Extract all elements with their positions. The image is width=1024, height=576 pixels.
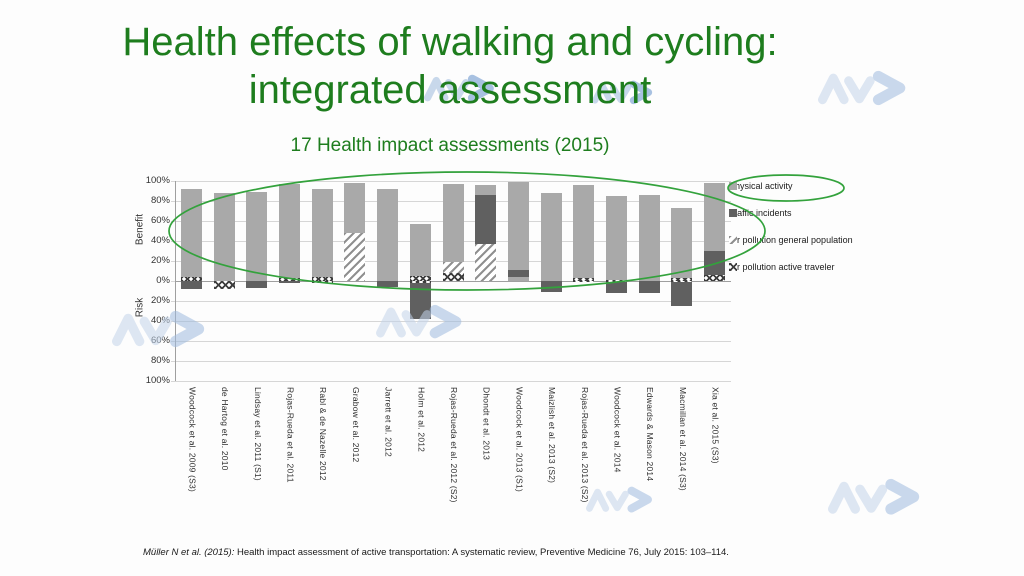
x-axis-study-label: Woodcock et al. 2014 <box>612 387 623 473</box>
y-axis-tick-label: 80% <box>150 355 170 366</box>
y-axis-tick-label: 40% <box>150 235 170 246</box>
bar-segment-ap_act <box>311 281 333 283</box>
bar-segment-ap_gen <box>475 244 497 281</box>
legend-item-ti: Traffic incidents <box>729 208 792 218</box>
slide-title-line2: integrated assessment <box>248 68 652 112</box>
bar-segment-pa <box>213 193 235 281</box>
bar-segment-ap_gen <box>344 233 366 281</box>
y-axis-tick-label: 60% <box>150 335 170 346</box>
bar-segment-pa <box>540 193 562 281</box>
bar-segment-pa <box>507 277 529 281</box>
bar-segment-pa <box>573 185 595 278</box>
bar-segment-ti <box>180 281 202 289</box>
slide-title-line1: Health effects of walking and cycling: <box>122 20 778 64</box>
legend-swatch-ti <box>729 209 737 217</box>
bar-segment-ap_act <box>573 281 595 282</box>
bar-segment-pa <box>606 196 628 280</box>
legend-label: Physical activity <box>729 181 793 191</box>
x-axis-study-label: Edwards & Mason 2014 <box>645 387 656 482</box>
bar-segment-pa <box>278 184 300 278</box>
gridline <box>175 361 731 362</box>
gridline <box>175 381 731 382</box>
bar-segment-ap_act <box>442 273 464 281</box>
y-axis-tick-label: 100% <box>145 375 170 386</box>
bar-segment-pa <box>246 192 268 281</box>
x-axis-study-label: Macmillan et al. 2014 (S3) <box>677 387 688 491</box>
legend-label: Traffic incidents <box>729 208 792 218</box>
bar-segment-ti <box>638 281 660 293</box>
x-axis-study-label: Xia et al. 2015 (S3) <box>710 387 721 464</box>
bar-segment-pa <box>704 183 726 251</box>
axis-tick-mark <box>171 301 175 302</box>
y-axis-tick-label: 20% <box>150 295 170 306</box>
bar-segment-pa <box>311 189 333 277</box>
legend-swatch-ap_act <box>729 263 737 271</box>
bar-segment-pa <box>344 183 366 233</box>
bar-segment-ap_act <box>213 281 235 289</box>
legend-item-ap_gen: Air pollution general population <box>729 235 853 245</box>
chart-title: 17 Health impact assessments (2015) <box>290 135 610 156</box>
x-axis-study-label: Maizlish et al. 2013 (S2) <box>547 387 558 484</box>
x-axis-study-label: Rojas-Rueda et al. 2011 <box>285 387 296 483</box>
x-axis-study-label: Holm et al. 2012 <box>416 387 427 453</box>
risk-axis-label: Risk <box>134 297 146 318</box>
legend-item-pa: Physical activity <box>729 181 793 191</box>
bar-segment-pa <box>409 224 431 276</box>
bar-segment-pa <box>671 208 693 278</box>
bar-segment-ap_act <box>704 275 726 281</box>
bar-segment-ti <box>671 282 693 306</box>
y-axis-tick-label: 20% <box>150 255 170 266</box>
x-axis-study-label: Jarrett et al. 2012 <box>383 387 394 457</box>
legend-label: Air pollution active traveler <box>729 262 835 272</box>
bar-segment-ti <box>540 281 562 292</box>
bar-segment-ti <box>475 195 497 244</box>
bar-segment-pa <box>475 185 497 195</box>
bar-segment-ti <box>377 281 399 287</box>
legend-item-ap_act: Air pollution active traveler <box>729 262 835 272</box>
x-axis-study-label: Rabl & de Nazelle 2012 <box>318 387 329 481</box>
x-axis-study-label: Rojas-Rueda et al. 2013 (S2) <box>579 387 590 503</box>
x-axis-study-label: Dhondt et al. 2013 <box>481 387 492 461</box>
bar-segment-pa <box>638 195 660 281</box>
legend-label: Air pollution general population <box>729 235 853 245</box>
x-axis-study-label: de Hartog et al. 2010 <box>220 387 231 471</box>
bar-segment-pa <box>377 189 399 281</box>
y-axis-line <box>175 181 176 381</box>
bar-segment-ap_gen <box>442 262 464 273</box>
x-axis-study-label: Lindsay et al. 2011 (S1) <box>252 387 263 481</box>
y-axis-tick-label: 80% <box>150 195 170 206</box>
gridline <box>175 321 731 322</box>
x-axis-study-label: Rojas-Rueda et al. 2012 (S2) <box>449 387 459 503</box>
gridline <box>175 181 731 182</box>
y-axis-tick-label: 100% <box>145 175 170 186</box>
footer-citation: Müller N et al. (2015): Health impact as… <box>143 547 729 558</box>
bar-segment-ti <box>704 251 726 275</box>
footer-citation-text: Health impact assessment of active trans… <box>234 547 729 558</box>
legend-swatch-pa <box>729 182 737 190</box>
bar-segment-ti <box>409 283 431 319</box>
bar-segment-ti <box>278 281 300 283</box>
x-axis-study-label: Grabow et al. 2012 <box>350 387 361 463</box>
gridline <box>175 301 731 302</box>
bar-segment-ti <box>606 282 628 293</box>
bar-segment-pa <box>442 184 464 262</box>
axis-tick-mark <box>171 361 175 362</box>
y-axis-tick-label: 0% <box>156 275 170 286</box>
gridline <box>175 341 731 342</box>
y-axis-tick-label: 60% <box>150 215 170 226</box>
bar-segment-ti <box>507 270 529 277</box>
legend-swatch-ap_gen <box>729 236 737 244</box>
x-axis-study-label: Woodcock et al. 2013 (S1) <box>514 387 525 493</box>
footer-citation-authors: Müller N et al. (2015): <box>143 547 235 558</box>
slide-title: Health effects of walking and cycling: i… <box>0 18 900 114</box>
bar-segment-ti <box>246 281 268 288</box>
bar-segment-pa <box>507 182 529 270</box>
x-axis-study-label: Woodcock et al. 2009 (S3) <box>187 387 198 493</box>
bar-segment-pa <box>180 189 202 277</box>
axis-tick-mark <box>171 381 175 382</box>
benefit-axis-label: Benefit <box>134 213 146 246</box>
